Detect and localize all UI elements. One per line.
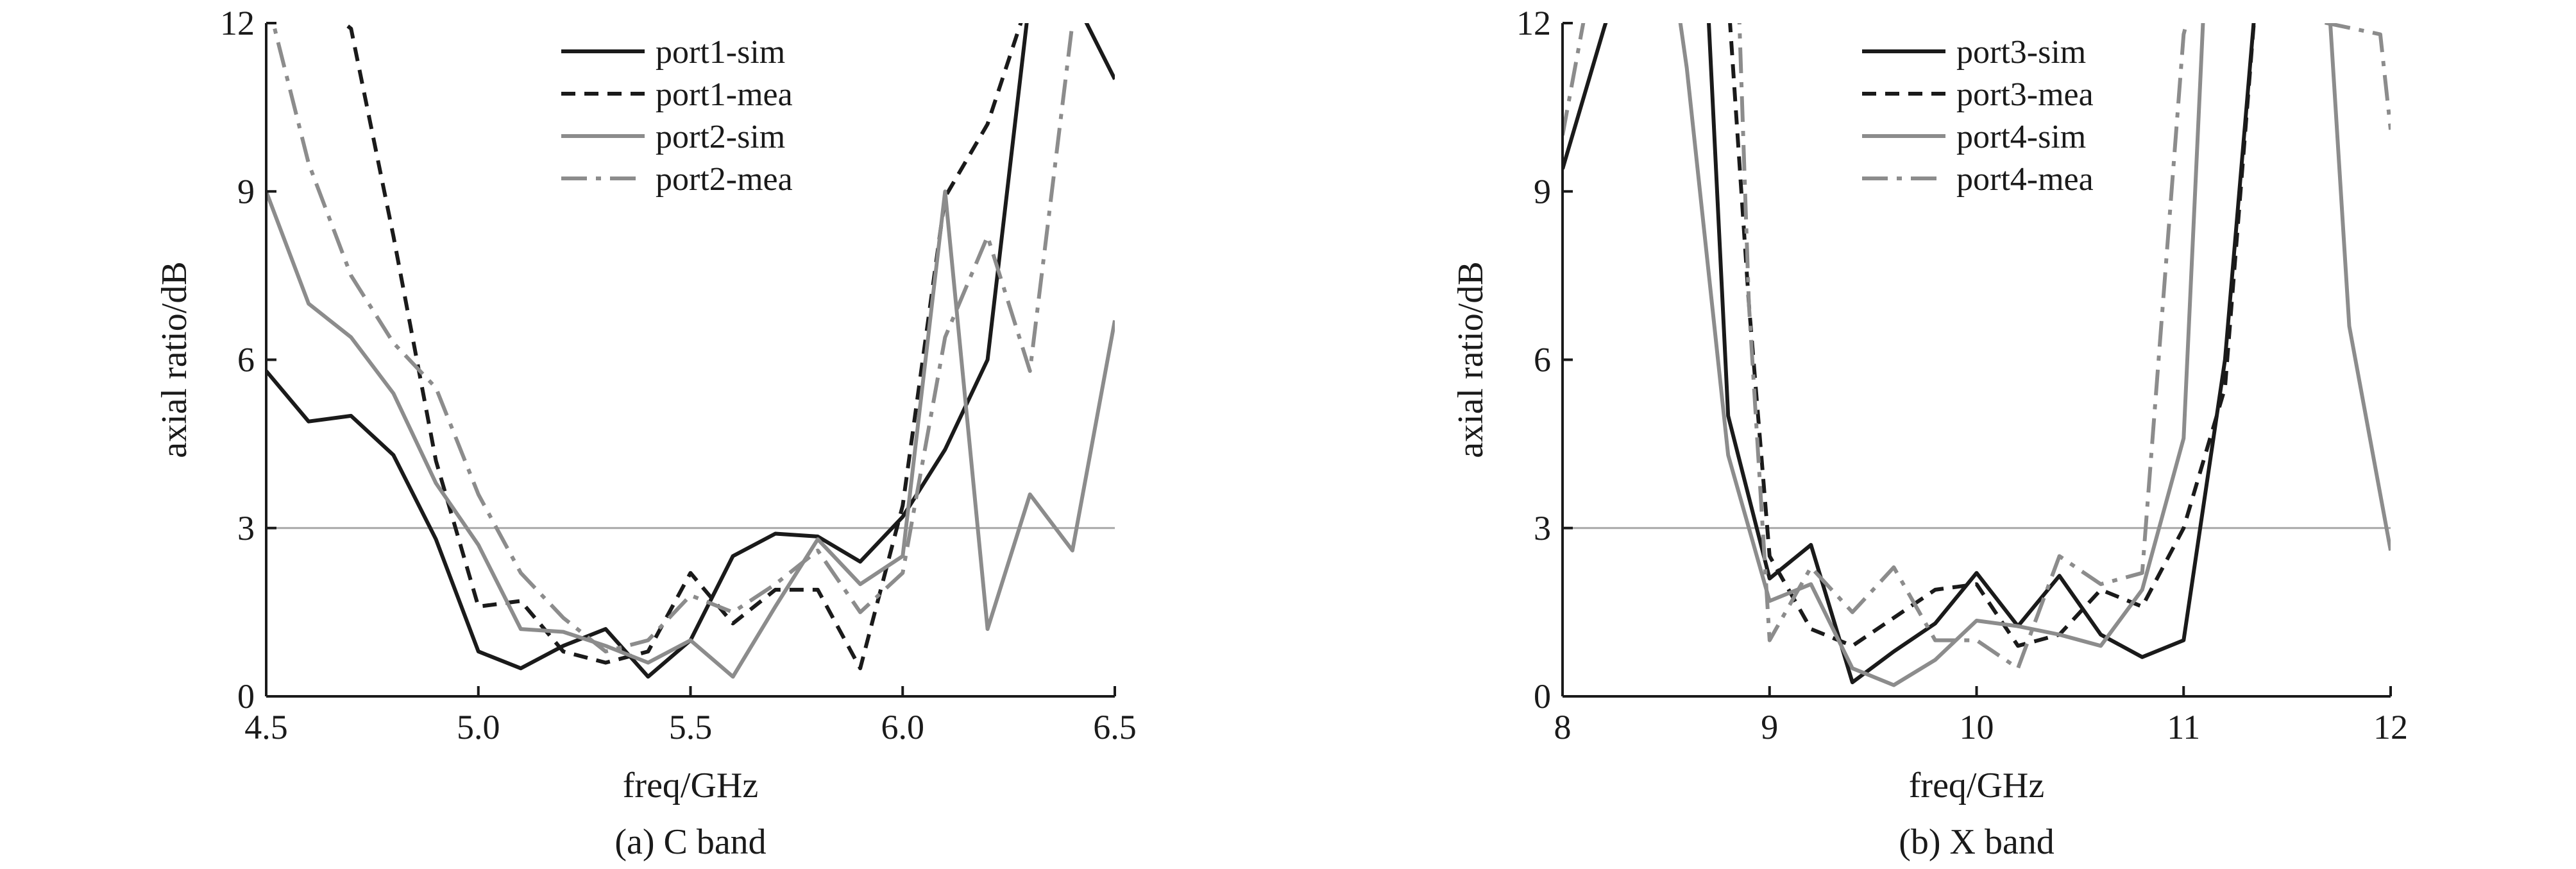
x-tick-label: 5.0 (457, 708, 500, 746)
series-line-port2-sim (266, 189, 1115, 679)
y-tick-label: 6 (237, 341, 255, 379)
legend-label-port2-sim: port2-sim (656, 119, 785, 155)
legend-label-port2-mea: port2-mea (656, 161, 793, 198)
chart-panel-1: 4.5 5.0 5.5 6.0 6.5 0 3 6 9 12 freq/GHz axial ratio… (155, 4, 1137, 862)
x-tick-label: 4.5 (244, 708, 288, 746)
series-line-port4-sim (1678, 23, 2391, 687)
legend-label-port4-mea: port4-mea (1956, 161, 2094, 198)
y-tick-label: 12 (1516, 4, 1551, 42)
y-tick-label: 9 (237, 172, 255, 211)
x-tick-label: 8 (1554, 708, 1572, 746)
legend-label-port1-mea: port1-mea (656, 76, 793, 113)
y-tick-label: 0 (237, 677, 255, 716)
series-line-port4-mea (1563, 23, 2391, 671)
x-tick-label: 6.0 (881, 708, 925, 746)
x-tick-label: 12 (2373, 708, 2408, 746)
x-tick-label: 5.5 (669, 708, 713, 746)
y-tick-label: 6 (1534, 341, 1551, 379)
legend-label-port3-sim: port3-sim (1956, 34, 2086, 71)
x-tick-label: 6.5 (1093, 708, 1137, 746)
panel-caption: (a) C band (614, 822, 766, 862)
y-tick-label: 0 (1534, 677, 1551, 716)
y-tick-label: 3 (237, 509, 255, 547)
series-line-port2-mea (271, 23, 1074, 654)
panel-caption: (b) X band (1899, 822, 2055, 862)
series-line-port1-mea (341, 23, 1023, 671)
series-line-port3-mea (1728, 23, 2256, 648)
y-tick-label: 3 (1534, 509, 1551, 547)
x-axis-title: freq/GHz (623, 766, 758, 805)
legend-label-port1-sim: port1-sim (656, 34, 785, 71)
y-axis-title: axial ratio/dB (1451, 261, 1491, 458)
legend-label-port4-sim: port4-sim (1956, 119, 2086, 155)
legend: port1-sim port1-mea port2-sim port2-mea (561, 34, 793, 198)
x-tick-label: 10 (1960, 708, 1994, 746)
y-tick-label: 12 (220, 4, 255, 42)
series-line-port3-sim (1563, 23, 2256, 685)
x-tick-label: 11 (2167, 708, 2200, 746)
y-tick-label: 9 (1534, 172, 1551, 211)
chart-panel-2: 8 9 10 11 12 0 3 6 9 12 freq/GHz axial ratio/dB (b) … (1451, 4, 2408, 862)
y-axis-title: axial ratio/dB (155, 261, 194, 458)
x-axis-title: freq/GHz (1909, 766, 2044, 805)
x-tick-label: 9 (1761, 708, 1778, 746)
legend-label-port3-mea: port3-mea (1956, 76, 2094, 113)
legend: port3-sim port3-mea port4-sim port4-mea (1862, 34, 2094, 198)
